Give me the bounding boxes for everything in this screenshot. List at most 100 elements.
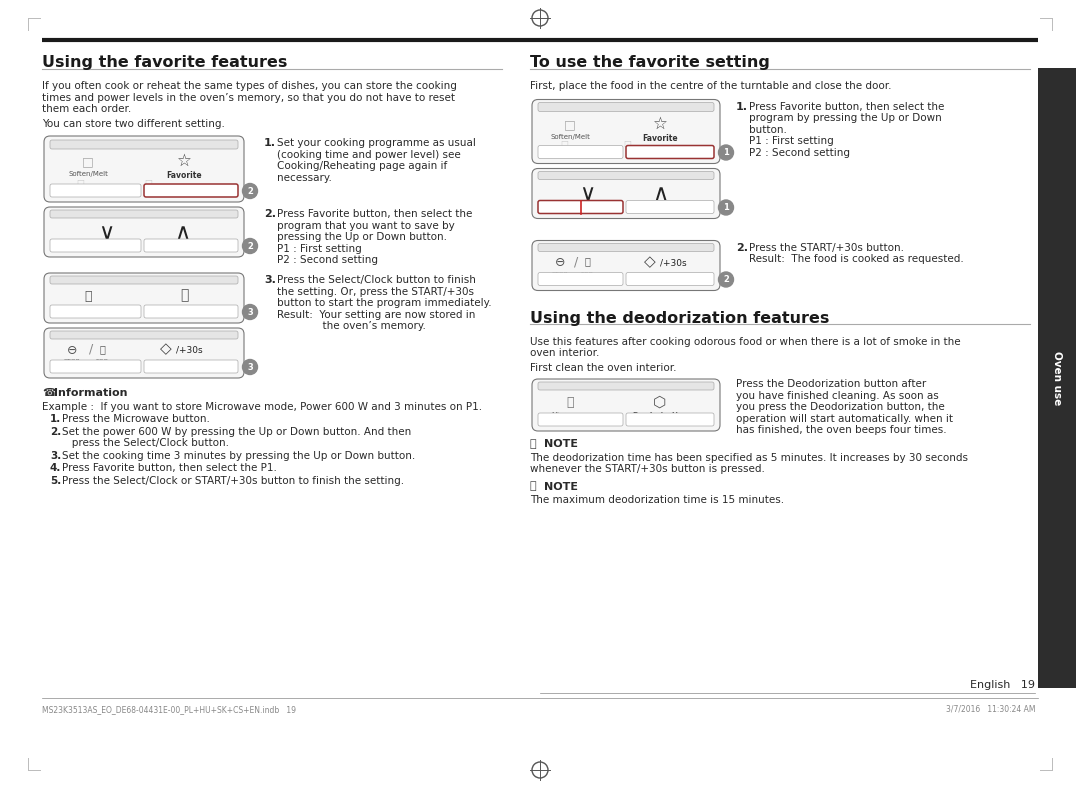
FancyBboxPatch shape <box>44 136 244 202</box>
Text: 2.: 2. <box>735 243 748 252</box>
Text: Favorite: Favorite <box>166 171 202 180</box>
Text: Using the deodorization features: Using the deodorization features <box>530 310 829 325</box>
FancyBboxPatch shape <box>50 140 238 149</box>
FancyBboxPatch shape <box>538 273 623 285</box>
Text: □: □ <box>564 118 576 131</box>
FancyBboxPatch shape <box>50 305 141 318</box>
Text: you have finished cleaning. As soon as: you have finished cleaning. As soon as <box>735 391 939 400</box>
Text: ⬡: ⬡ <box>653 395 666 410</box>
FancyBboxPatch shape <box>532 379 720 431</box>
Text: ∧: ∧ <box>174 223 190 243</box>
FancyBboxPatch shape <box>50 210 238 218</box>
Text: 1: 1 <box>724 203 729 212</box>
Text: Deodorization: Deodorization <box>632 412 688 418</box>
Text: 1.: 1. <box>50 414 62 424</box>
Text: Favorite: Favorite <box>643 133 678 143</box>
Text: /+30s: /+30s <box>176 345 203 355</box>
Text: oven interior.: oven interior. <box>530 348 599 358</box>
Text: You can store two different setting.: You can store two different setting. <box>42 118 225 128</box>
Text: Set the power 600 W by pressing the Up or Down button. And then: Set the power 600 W by pressing the Up o… <box>62 426 411 437</box>
FancyBboxPatch shape <box>50 360 141 373</box>
Text: STOP: STOP <box>64 359 80 364</box>
FancyBboxPatch shape <box>44 207 244 257</box>
Text: you press the Deodorization button, the: you press the Deodorization button, the <box>735 402 945 412</box>
Text: Press the Microwave button.: Press the Microwave button. <box>62 414 210 424</box>
Text: Select/Clock: Select/Clock <box>160 306 208 312</box>
FancyBboxPatch shape <box>50 239 141 252</box>
Text: The deodorization time has been specified as 5 minutes. It increases by 30 secon: The deodorization time has been specifie… <box>530 452 968 463</box>
Text: necessary.: necessary. <box>276 173 332 183</box>
FancyBboxPatch shape <box>44 328 244 378</box>
FancyBboxPatch shape <box>50 331 238 339</box>
Text: pressing the Up or Down button.: pressing the Up or Down button. <box>276 232 447 242</box>
Text: whenever the START/+30s button is pressed.: whenever the START/+30s button is presse… <box>530 464 765 474</box>
Text: ☆: ☆ <box>652 114 667 132</box>
FancyBboxPatch shape <box>538 243 714 251</box>
Text: □: □ <box>82 155 94 169</box>
Text: 5.: 5. <box>50 475 62 485</box>
Text: 2.: 2. <box>50 426 62 437</box>
Text: Information: Information <box>54 388 127 398</box>
Text: Oven use: Oven use <box>1052 351 1062 405</box>
Text: First clean the oven interior.: First clean the oven interior. <box>530 362 676 373</box>
Circle shape <box>243 184 257 199</box>
Text: operation will start automatically. when it: operation will start automatically. when… <box>735 414 953 423</box>
Text: 1: 1 <box>724 148 729 157</box>
Text: the oven’s memory.: the oven’s memory. <box>276 321 426 331</box>
Text: Microwave: Microwave <box>552 412 589 418</box>
Text: Example :  If you want to store Microwave mode, Power 600 W and 3 minutes on P1.: Example : If you want to store Microwave… <box>42 402 482 411</box>
FancyBboxPatch shape <box>44 273 244 323</box>
Text: Press Favorite button, then select the: Press Favorite button, then select the <box>750 102 944 111</box>
FancyBboxPatch shape <box>538 382 714 390</box>
Text: Press the Select/Clock button to finish: Press the Select/Clock button to finish <box>276 275 476 285</box>
FancyBboxPatch shape <box>538 102 714 111</box>
Text: P2 : Second setting: P2 : Second setting <box>750 147 850 158</box>
Text: ECO: ECO <box>95 359 109 364</box>
FancyBboxPatch shape <box>626 146 714 158</box>
Text: times and power levels in the oven’s memory, so that you do not have to reset: times and power levels in the oven’s mem… <box>42 92 455 102</box>
Text: 3.: 3. <box>50 451 62 460</box>
FancyBboxPatch shape <box>538 200 623 214</box>
Text: program by pressing the Up or Down: program by pressing the Up or Down <box>750 113 942 123</box>
Text: Use this features after cooking odorous food or when there is a lot of smoke in : Use this features after cooking odorous … <box>530 336 960 347</box>
Text: ∧: ∧ <box>652 184 669 203</box>
FancyBboxPatch shape <box>538 172 714 180</box>
Text: press the Select/Clock button.: press the Select/Clock button. <box>62 438 229 448</box>
Text: 📋: 📋 <box>530 439 537 449</box>
Text: 3/7/2016   11:30:24 AM: 3/7/2016 11:30:24 AM <box>945 705 1035 714</box>
Text: button to start the program immediately.: button to start the program immediately. <box>276 298 491 308</box>
Text: If you often cook or reheat the same types of dishes, you can store the cooking: If you often cook or reheat the same typ… <box>42 81 457 91</box>
Text: ☆: ☆ <box>176 152 191 170</box>
Text: 📻: 📻 <box>566 396 573 408</box>
FancyBboxPatch shape <box>626 200 714 214</box>
Text: □: □ <box>623 139 631 148</box>
Text: Press Favorite button, then select the P1.: Press Favorite button, then select the P… <box>62 463 276 473</box>
Text: Soften/Melt: Soften/Melt <box>550 133 590 139</box>
FancyBboxPatch shape <box>50 276 238 284</box>
Text: has finished, the oven beeps four times.: has finished, the oven beeps four times. <box>735 425 947 435</box>
Text: MS23K3513AS_EO_DE68-04431E-00_PL+HU+SK+CS+EN.indb   19: MS23K3513AS_EO_DE68-04431E-00_PL+HU+SK+C… <box>42 705 296 714</box>
Text: Using the favorite features: Using the favorite features <box>42 55 287 70</box>
FancyBboxPatch shape <box>144 239 238 252</box>
FancyBboxPatch shape <box>144 360 238 373</box>
Text: Press the START/+30s button.: Press the START/+30s button. <box>750 243 904 252</box>
Text: START: START <box>646 273 671 278</box>
Circle shape <box>243 304 257 319</box>
Text: NOTE: NOTE <box>544 439 578 449</box>
FancyBboxPatch shape <box>626 413 714 426</box>
Text: English   19: English 19 <box>970 680 1035 690</box>
Text: 📋: 📋 <box>530 481 537 492</box>
Text: □: □ <box>561 139 568 148</box>
Text: 3.: 3. <box>264 275 275 285</box>
Text: P1 : First setting: P1 : First setting <box>276 243 362 254</box>
FancyBboxPatch shape <box>144 305 238 318</box>
Circle shape <box>243 239 257 254</box>
FancyBboxPatch shape <box>532 240 720 291</box>
Text: Result:  The food is cooked as requested.: Result: The food is cooked as requested. <box>750 254 963 264</box>
Circle shape <box>718 272 733 287</box>
Text: ⊖: ⊖ <box>555 256 565 269</box>
FancyBboxPatch shape <box>626 273 714 285</box>
Text: The maximum deodorization time is 15 minutes.: The maximum deodorization time is 15 min… <box>530 495 784 505</box>
Text: □: □ <box>144 177 152 187</box>
FancyBboxPatch shape <box>532 99 720 163</box>
